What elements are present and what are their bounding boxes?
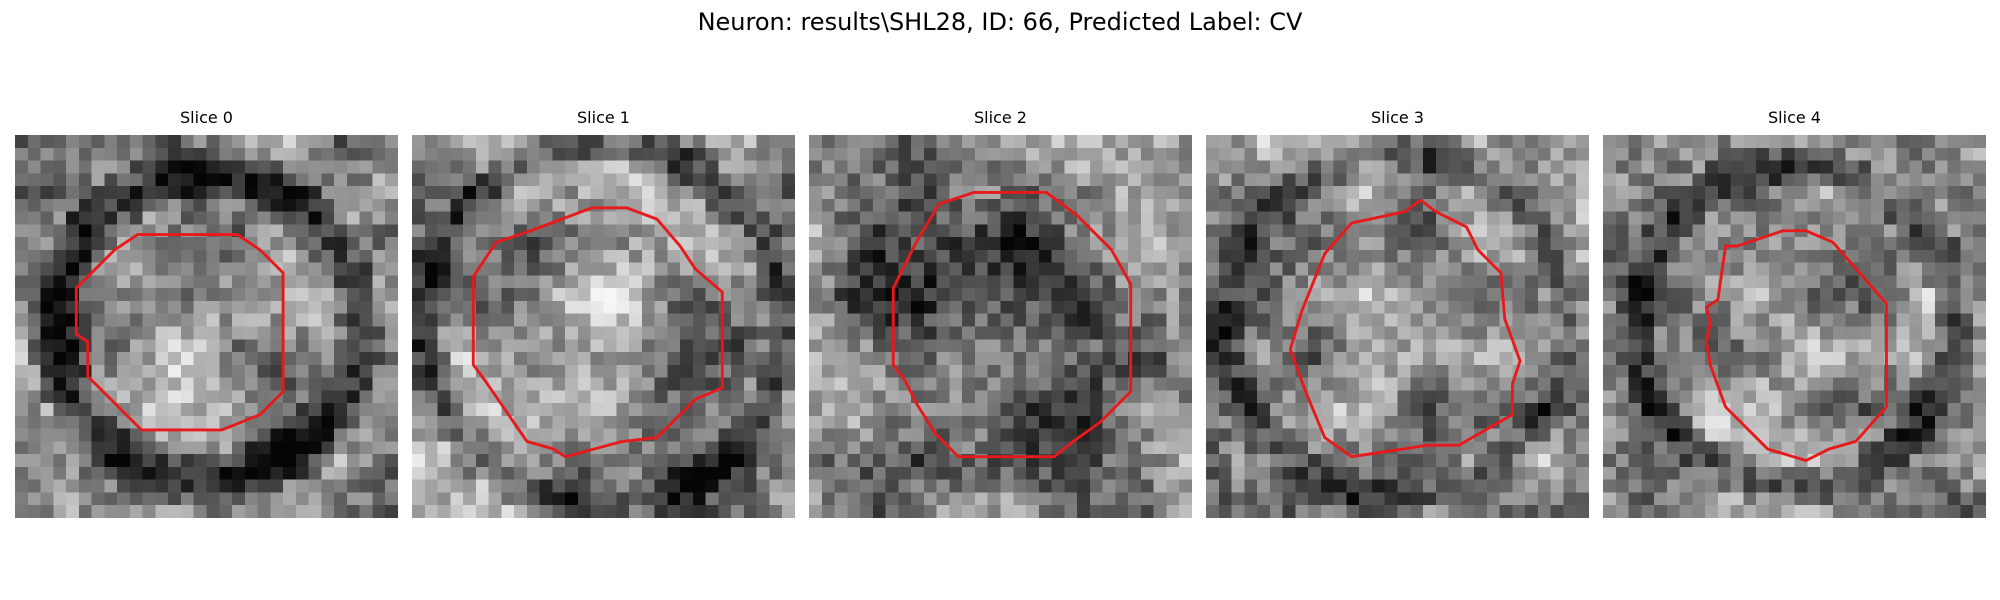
neuron-contour	[74, 233, 285, 432]
slice-panel-4: Slice 4	[1603, 108, 1986, 518]
slice-image-3	[1206, 135, 1589, 518]
slice-panel-0: Slice 0	[15, 108, 398, 518]
slice-image-1	[412, 135, 795, 518]
slice-title-3: Slice 3	[1371, 108, 1424, 127]
micrograph-pixels	[15, 135, 398, 518]
slice-image-2	[809, 135, 1192, 518]
neuron-contour	[1288, 198, 1522, 459]
slice-title-1: Slice 1	[577, 108, 630, 127]
slice-title-0: Slice 0	[180, 108, 233, 127]
slice-image-4	[1603, 135, 1986, 518]
slice-image-0	[15, 135, 398, 518]
micrograph-pixels	[1206, 135, 1589, 518]
slice-panel-3: Slice 3	[1206, 108, 1589, 518]
neuron-contour	[1704, 229, 1888, 462]
slice-panel-1: Slice 1	[412, 108, 795, 518]
figure-title: Neuron: results\SHL28, ID: 66, Predicted…	[697, 8, 1303, 36]
micrograph-pixels	[412, 135, 795, 518]
micrograph-pixels	[1603, 135, 1986, 518]
slice-title-2: Slice 2	[974, 108, 1027, 127]
slice-panel-2: Slice 2	[809, 108, 1192, 518]
slice-title-4: Slice 4	[1768, 108, 1821, 127]
neuron-contour	[471, 206, 724, 459]
neuron-contour	[891, 191, 1133, 459]
micrograph-pixels	[809, 135, 1192, 518]
